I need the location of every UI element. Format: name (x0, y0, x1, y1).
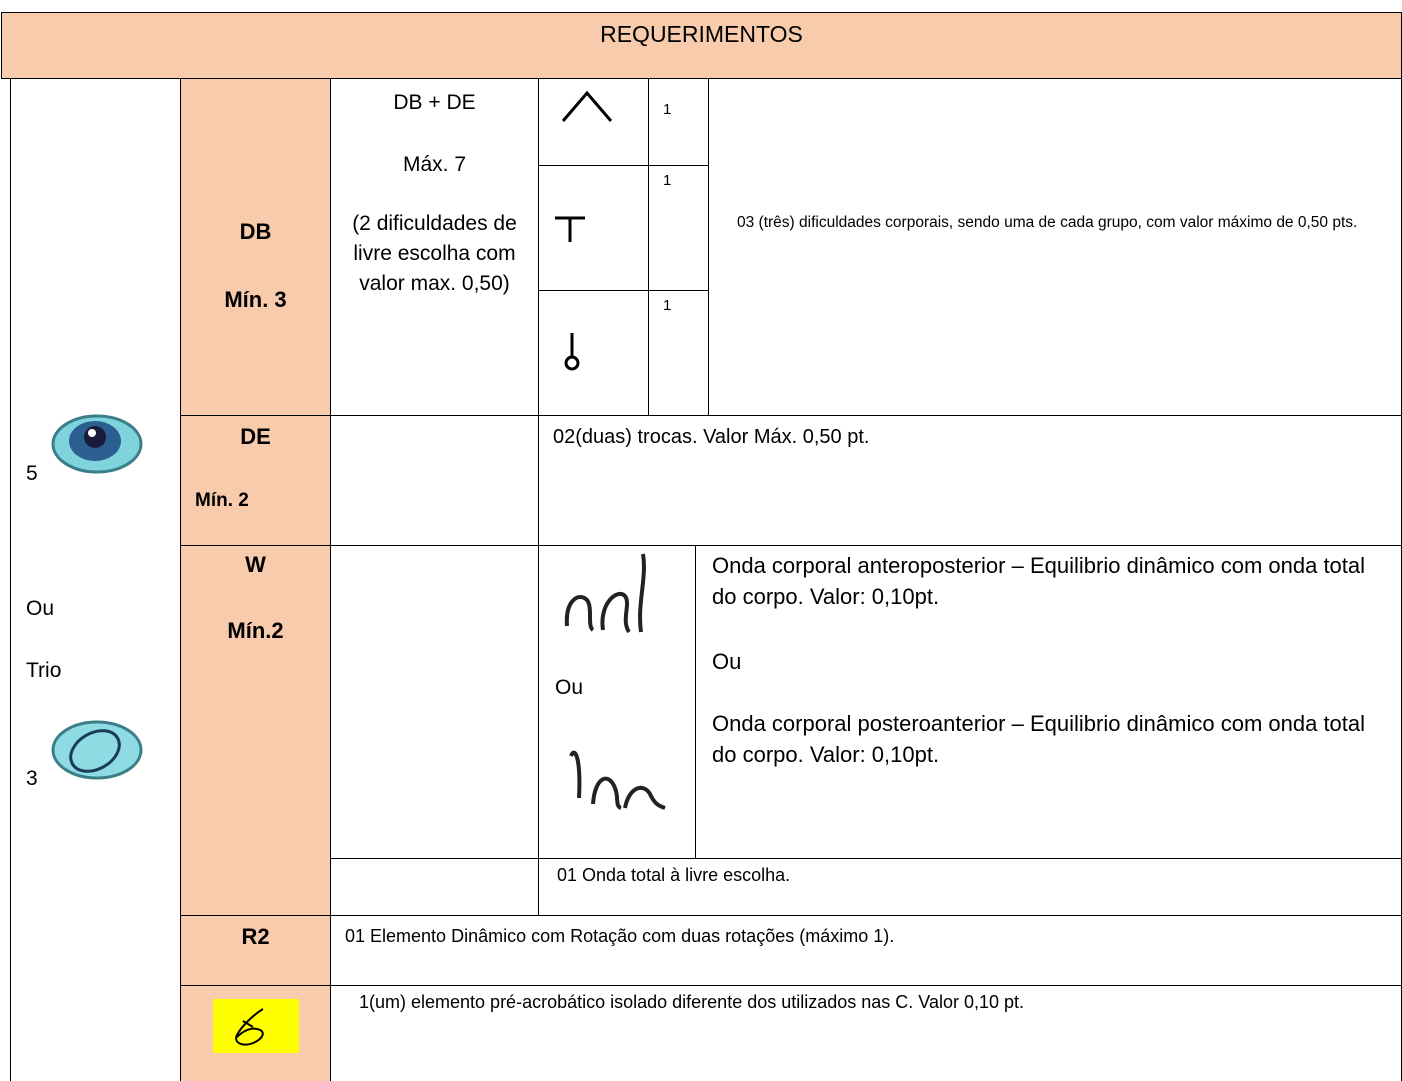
group-cell: 1 (648, 78, 709, 166)
empty-cell (330, 415, 539, 546)
de-label-cell: DE Mín. 2 (180, 415, 331, 546)
db-label: DB (239, 219, 272, 244)
or: Ou (26, 597, 55, 620)
de-description-cell: 02(duas) trocas. Valor Máx. 0,50 pt. (538, 415, 1402, 546)
db-description-cell: 03 (três) dificuldades corporais, sendo … (708, 78, 1402, 416)
symbol-cell (538, 290, 649, 416)
group-value: 1 (663, 101, 672, 118)
symbol-cell (538, 165, 649, 291)
db-combo: (2 dificuldades de livre escolha com val… (352, 212, 517, 295)
acro-description-cell: 1(um) elemento pré-acrobático isolado di… (330, 985, 1402, 1081)
acro-symbol (213, 999, 299, 1053)
r2-description-cell: 01 Elemento Dinâmico com Rotação com dua… (330, 915, 1402, 986)
wave-figure (569, 750, 666, 810)
de-label: DE (240, 424, 271, 449)
wave-figure (564, 553, 646, 634)
jump-symbol (561, 90, 613, 122)
trio: Trio (26, 659, 62, 682)
db-label-cell: DB Mín. 3 (180, 78, 331, 416)
w-description-cell: Onda corporal anteroposterior – Equilibr… (695, 545, 1402, 859)
group-value: 1 (663, 172, 672, 189)
symbol-cell (538, 78, 649, 166)
trio-count: 3 (26, 767, 38, 790)
w-description: Ou (712, 649, 742, 674)
acro-description: 1(um) elemento pré-acrobático isolado di… (359, 992, 1025, 1012)
group-icon (51, 414, 143, 474)
left-cell: 5 Ou Trio 3 (10, 78, 181, 1081)
w-label-cell: W Mín.2 (180, 545, 331, 916)
r2-description: 01 Elemento Dinâmico com Rotação com dua… (345, 926, 895, 946)
empty-cell (330, 858, 539, 916)
w-extra-cell: 01 Onda total à livre escolha. (538, 858, 1402, 916)
balance-symbol (555, 216, 585, 242)
db-combo: Máx. 7 (402, 153, 467, 176)
empty-cell (330, 545, 539, 859)
wave-or: Ou (555, 676, 584, 699)
title: REQUERIMENTOS (600, 21, 803, 47)
header: REQUERIMENTOS (1, 12, 1402, 79)
w-description: Onda corporal anteroposterior – Equilibr… (712, 553, 1366, 609)
w-description: Onda corporal posteroanterior – Equilibr… (712, 711, 1366, 767)
rotation-symbol (564, 333, 580, 371)
r2-label-cell: R2 (180, 915, 331, 986)
group-count: 5 (26, 462, 38, 485)
wave-cell: Ou (538, 545, 696, 859)
group-cell: 1 (648, 165, 709, 291)
de-min: Mín. 2 (195, 490, 249, 511)
db-combo-cell: DB + DE Máx. 7 (2 dificuldades de livre … (330, 78, 539, 416)
trio-icon (51, 720, 143, 780)
db-combo: DB + DE (393, 91, 476, 114)
db-min: Mín. 3 (224, 287, 287, 312)
group-value: 1 (663, 297, 672, 314)
w-label: W (245, 552, 266, 577)
w-min: Mín.2 (227, 618, 284, 643)
w-extra: 01 Onda total à livre escolha. (557, 865, 791, 885)
de-description: 02(duas) trocas. Valor Máx. 0,50 pt. (553, 426, 870, 448)
db-description: 03 (três) dificuldades corporais, sendo … (737, 214, 1358, 231)
r2-label: R2 (241, 924, 270, 949)
group-cell: 1 (648, 290, 709, 416)
acro-label-cell (180, 985, 331, 1081)
